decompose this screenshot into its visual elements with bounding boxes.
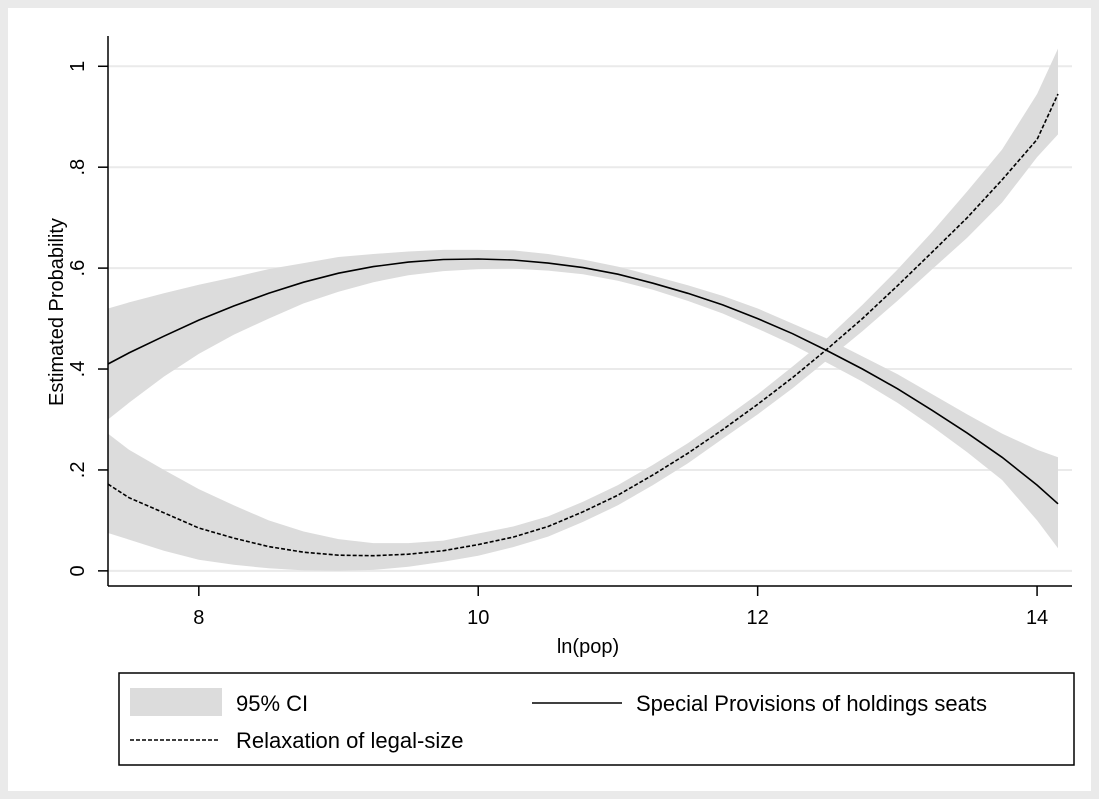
x-axis-title: ln(pop) <box>557 636 619 658</box>
y-axis-title: Estimated Probability <box>46 218 68 406</box>
x-tick-label-3: 14 <box>1026 607 1048 629</box>
y-tick-label-4: .8 <box>67 159 89 176</box>
x-tick-label-1: 10 <box>467 607 489 629</box>
y-tick-label-3: .6 <box>67 260 89 277</box>
y-tick-label-5: 1 <box>67 61 89 72</box>
legend-special-label: Special Provisions of holdings seats <box>636 691 987 716</box>
y-tick-label-1: .2 <box>67 462 89 479</box>
legend-ci-label: 95% CI <box>236 691 308 716</box>
legend-ci-swatch <box>130 688 222 716</box>
legend-relax-label: Relaxation of legal-size <box>236 728 463 753</box>
y-tick-label-2: .4 <box>67 361 89 378</box>
y-tick-label-0: 0 <box>67 565 89 576</box>
x-tick-label-2: 12 <box>747 607 769 629</box>
x-tick-label-0: 8 <box>193 607 204 629</box>
legend: 95% CI Special Provisions of holdings se… <box>119 673 1074 765</box>
